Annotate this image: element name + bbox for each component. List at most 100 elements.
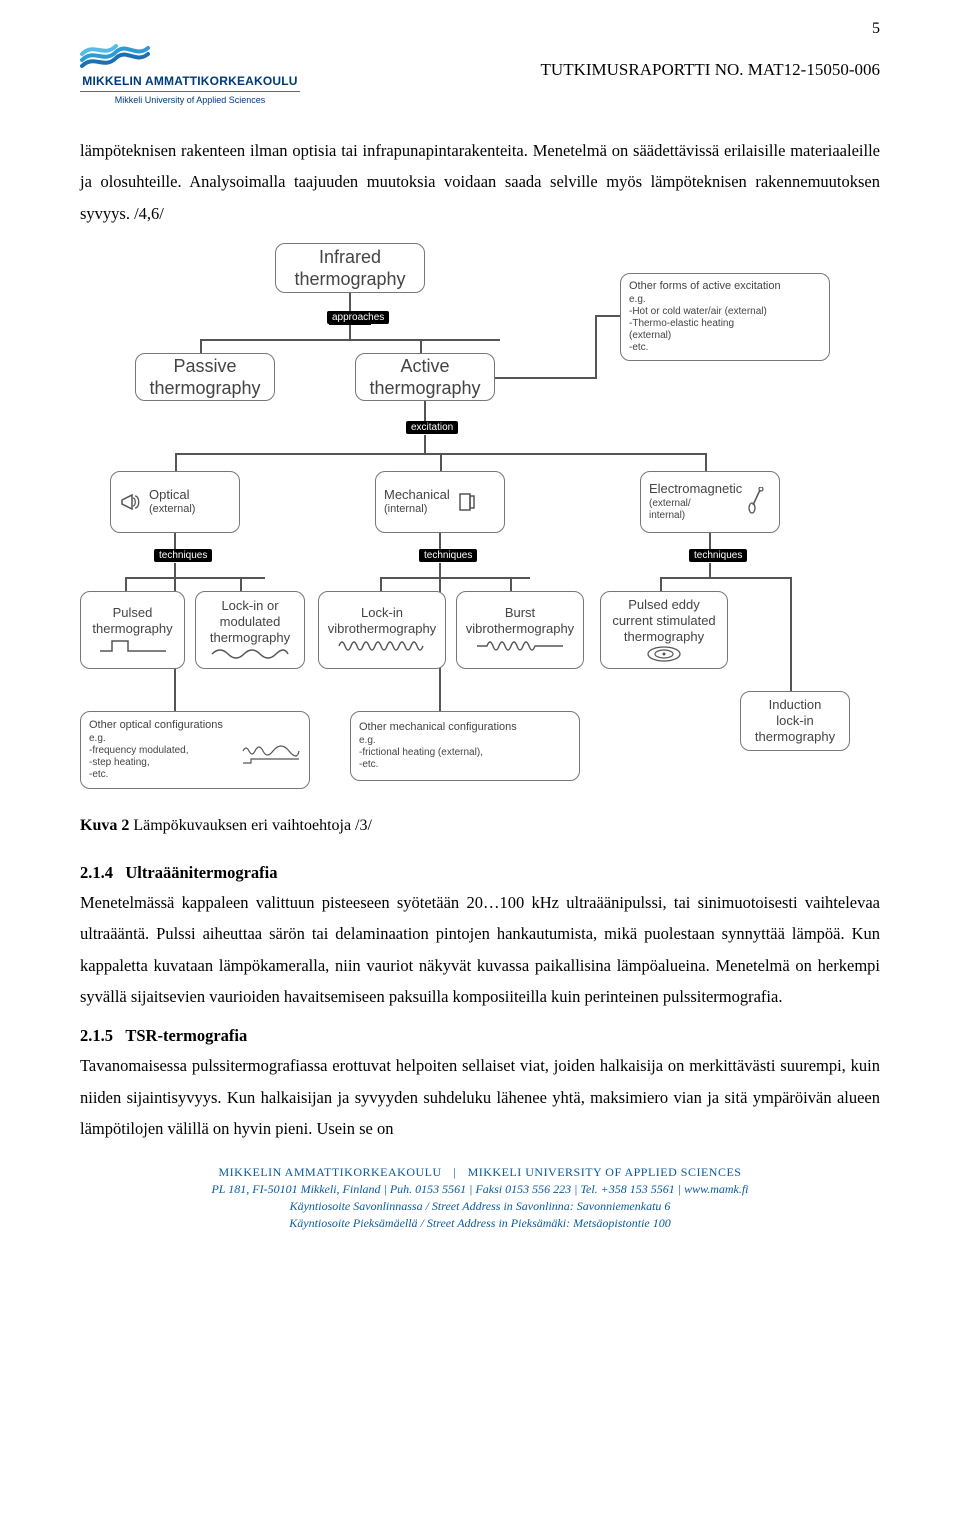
burst-icon bbox=[475, 637, 565, 655]
page-header: MIKKELIN AMMATTIKORKEAKOULU Mikkeli Univ… bbox=[80, 40, 880, 105]
edge bbox=[439, 533, 441, 549]
edge bbox=[175, 453, 177, 471]
edge bbox=[595, 315, 597, 379]
page-footer: MIKKELIN AMMATTIKORKEAKOULU | MIKKELI UN… bbox=[80, 1164, 880, 1231]
node-active: Active thermography bbox=[355, 353, 495, 401]
node-other-optical: Other optical configurations e.g. -frequ… bbox=[80, 711, 310, 789]
edge bbox=[424, 435, 426, 453]
caption-text: Lämpökuvauksen eri vaihtoehtoja /3/ bbox=[129, 817, 372, 834]
node-label: Mechanical bbox=[384, 487, 450, 503]
institution-logo: MIKKELIN AMMATTIKORKEAKOULU Mikkeli Univ… bbox=[80, 40, 300, 105]
logo-text-primary: MIKKELIN AMMATTIKORKEAKOULU bbox=[80, 74, 300, 88]
edge bbox=[790, 577, 792, 697]
paragraph-215: Tavanomaisessa pulssitermografiassa erot… bbox=[80, 1050, 880, 1144]
tag-approaches: approaches bbox=[327, 311, 389, 324]
caption-bold: Kuva 2 bbox=[80, 817, 129, 834]
edge bbox=[174, 533, 176, 549]
node-label: Burst vibrothermography bbox=[466, 605, 574, 638]
edge bbox=[380, 577, 530, 579]
edge bbox=[125, 577, 265, 579]
node-label: Passive thermography bbox=[149, 355, 260, 400]
node-label: Pulsed eddy current stimulated thermogra… bbox=[612, 597, 715, 646]
node-label: Other mechanical configurations bbox=[359, 721, 517, 735]
fm-step-icon bbox=[241, 743, 301, 767]
edge bbox=[174, 563, 176, 577]
node-label: Pulsed thermography bbox=[92, 605, 172, 638]
edge bbox=[709, 563, 711, 577]
edge bbox=[705, 453, 707, 471]
edge bbox=[424, 401, 426, 421]
page-number: 5 bbox=[872, 20, 880, 38]
node-pulsed-eddy: Pulsed eddy current stimulated thermogra… bbox=[600, 591, 728, 669]
section-title: TSR-termografia bbox=[125, 1026, 247, 1045]
node-sub: (internal) bbox=[384, 503, 450, 517]
node-sub: -frequency modulated, bbox=[89, 745, 233, 757]
edge bbox=[240, 577, 242, 591]
node-label: Electromagnetic bbox=[649, 481, 742, 497]
node-other-excitation: Other forms of active excitation e.g. -H… bbox=[620, 273, 830, 361]
node-sub: e.g. bbox=[89, 733, 233, 745]
edge bbox=[200, 339, 202, 353]
edge bbox=[200, 339, 500, 341]
node-sub: -step heating, bbox=[89, 757, 233, 769]
section-num: 2.1.4 bbox=[80, 863, 113, 882]
node-sub: e.g. bbox=[359, 735, 571, 747]
footer-org2: MIKKELI UNIVERSITY OF APPLIED SCIENCES bbox=[468, 1165, 742, 1179]
node-root: Infrared thermography bbox=[275, 243, 425, 293]
edge bbox=[495, 377, 595, 379]
node-label: Lock-in vibrothermography bbox=[328, 605, 436, 638]
footer-addr-savonlinna: Käyntiosoite Savonlinnassa / Street Addr… bbox=[80, 1198, 880, 1215]
edge bbox=[660, 577, 790, 579]
tag-excitation: excitation bbox=[406, 421, 458, 434]
edge bbox=[349, 293, 351, 313]
node-mechanical: Mechanical (internal) bbox=[375, 471, 505, 533]
node-sub: -etc. bbox=[89, 769, 233, 781]
edge bbox=[440, 453, 442, 471]
node-sub: (external) bbox=[629, 330, 821, 342]
thermography-diagram: Infrared thermography approaches Passive… bbox=[80, 243, 880, 803]
node-sub: e.g. bbox=[629, 294, 821, 306]
node-sub: -frictional heating (external), bbox=[359, 747, 571, 759]
tag-techniques: techniques bbox=[419, 549, 477, 562]
logo-wave-icon bbox=[80, 40, 150, 74]
pulse-icon bbox=[98, 637, 168, 655]
edge bbox=[595, 315, 620, 317]
node-sub: -etc. bbox=[359, 759, 571, 771]
section-heading-214: 2.1.4 Ultraäänitermografia bbox=[80, 863, 880, 883]
node-induction-lockin: Induction lock-in thermography bbox=[740, 691, 850, 751]
node-sub: -Thermo-elastic heating bbox=[629, 318, 821, 330]
megaphone-icon bbox=[119, 489, 143, 515]
node-optical: Optical (external) bbox=[110, 471, 240, 533]
figure-caption: Kuva 2 Lämpökuvauksen eri vaihtoehtoja /… bbox=[80, 817, 880, 835]
edge bbox=[380, 577, 382, 591]
dense-sine-icon bbox=[337, 637, 427, 655]
node-sub: (external/ internal) bbox=[649, 498, 742, 523]
node-label: Induction lock-in thermography bbox=[755, 697, 835, 746]
edge bbox=[125, 577, 127, 591]
node-label: Infrared thermography bbox=[294, 246, 405, 291]
footer-sep: | bbox=[453, 1165, 456, 1179]
speaker-icon bbox=[456, 490, 478, 514]
node-label: Optical bbox=[149, 487, 195, 503]
tag-techniques: techniques bbox=[689, 549, 747, 562]
edge bbox=[510, 577, 512, 591]
node-label: Other forms of active excitation bbox=[629, 280, 781, 294]
node-other-mechanical: Other mechanical configurations e.g. -fr… bbox=[350, 711, 580, 781]
node-sub: (external) bbox=[149, 503, 195, 517]
node-label: Lock-in or modulated thermography bbox=[210, 598, 290, 647]
tag-techniques: techniques bbox=[154, 549, 212, 562]
logo-divider bbox=[80, 91, 300, 92]
sine-icon bbox=[210, 646, 290, 662]
edge bbox=[349, 325, 351, 339]
node-passive: Passive thermography bbox=[135, 353, 275, 401]
footer-addr-pieksamaki: Käyntiosoite Pieksämäellä / Street Addre… bbox=[80, 1215, 880, 1232]
paragraph-214: Menetelmässä kappaleen valittuun pistees… bbox=[80, 887, 880, 1012]
edge bbox=[709, 533, 711, 549]
node-pulsed-thermography: Pulsed thermography bbox=[80, 591, 185, 669]
edge bbox=[439, 697, 441, 711]
node-electromagnetic: Electromagnetic (external/ internal) bbox=[640, 471, 780, 533]
edge bbox=[660, 577, 662, 591]
node-label: Active thermography bbox=[369, 355, 480, 400]
node-burst-vibro: Burst vibrothermography bbox=[456, 591, 584, 669]
edge bbox=[174, 697, 176, 711]
